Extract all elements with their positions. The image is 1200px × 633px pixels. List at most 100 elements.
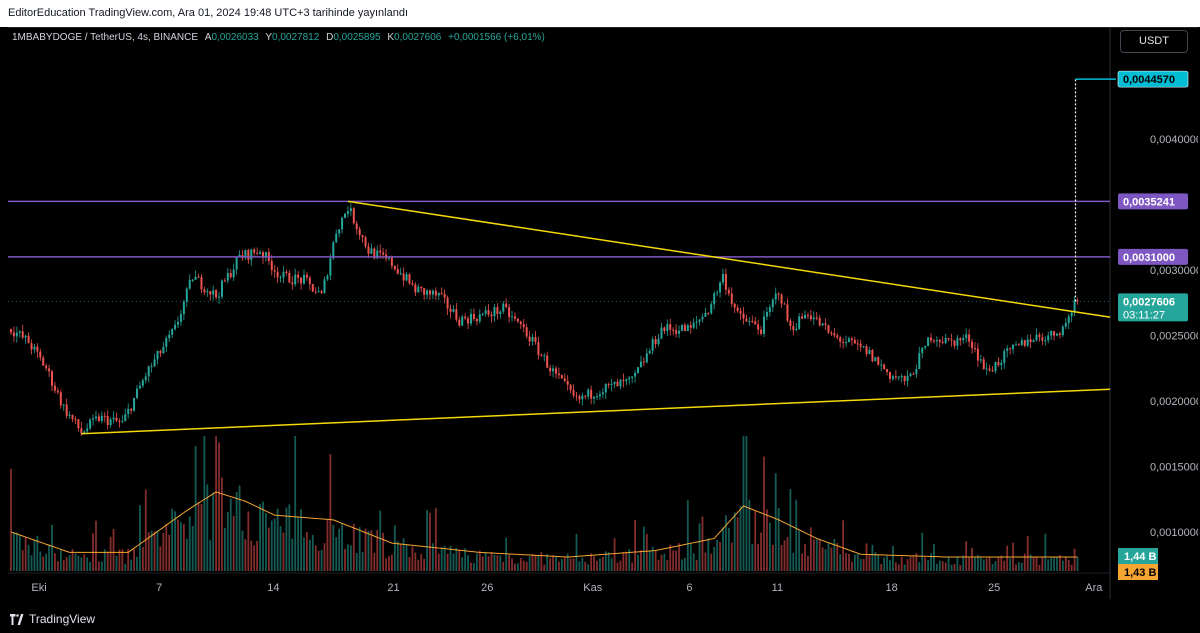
- volume-bar: [675, 550, 678, 571]
- candle-body: [909, 373, 912, 376]
- volume-bar: [399, 544, 402, 571]
- candle-body: [264, 252, 267, 258]
- candle-body: [804, 314, 807, 319]
- volume-bar: [335, 537, 338, 571]
- volume-bar: [921, 532, 924, 571]
- volume-bar: [440, 547, 443, 571]
- volume-bar: [262, 501, 264, 571]
- candle-body: [188, 279, 191, 289]
- candle-body: [261, 252, 264, 258]
- volume-bar: [631, 562, 634, 571]
- volume-bar: [716, 539, 719, 571]
- candle-body: [765, 312, 768, 317]
- volume-bar: [478, 550, 481, 571]
- volume-bar: [607, 552, 610, 571]
- volume-bar: [733, 512, 736, 571]
- candle-body: [478, 314, 481, 322]
- volume-bar: [777, 508, 780, 571]
- volume-bar: [965, 541, 968, 571]
- candle-body: [440, 292, 443, 294]
- volume-bar: [244, 539, 247, 571]
- candle-body: [710, 304, 713, 314]
- candle-body: [335, 233, 338, 243]
- candle-body: [326, 275, 329, 280]
- candle-body: [364, 237, 367, 247]
- x-tick-label: 14: [267, 582, 279, 594]
- volume-bar: [827, 543, 830, 571]
- candle-body: [850, 338, 853, 341]
- candle-body: [610, 383, 613, 385]
- candle-body: [883, 364, 886, 370]
- volume-bar: [499, 555, 502, 571]
- volume-bar: [212, 492, 215, 571]
- volume-bar: [783, 540, 786, 571]
- volume-bar: [739, 506, 742, 571]
- candle-body: [552, 368, 555, 372]
- tradingview-logo[interactable]: TradingView: [10, 612, 95, 626]
- candle-body: [21, 331, 24, 338]
- volume-bar: [182, 523, 185, 571]
- volume-bar: [191, 525, 194, 571]
- candle-body: [461, 316, 464, 326]
- volume-bar: [985, 558, 988, 571]
- brand-label: TradingView: [29, 612, 96, 626]
- candle-body: [847, 338, 850, 342]
- volume-bar: [552, 555, 554, 571]
- volume-bar: [886, 555, 888, 571]
- volume-bar: [930, 553, 932, 571]
- candle-body: [10, 328, 12, 333]
- candle-body: [976, 348, 979, 361]
- candle-body: [566, 380, 569, 385]
- candle-body: [484, 310, 487, 314]
- candle-body: [1026, 339, 1029, 346]
- candle-body: [496, 307, 499, 315]
- candle-body: [1056, 333, 1059, 336]
- volume-bar: [226, 511, 229, 571]
- candle-body: [563, 378, 566, 381]
- volume-bar: [1035, 556, 1038, 571]
- candle-body: [320, 291, 323, 293]
- price-label-level: 0,0035241: [1123, 196, 1175, 208]
- candle-body: [537, 342, 540, 356]
- candle-body: [48, 368, 51, 372]
- volume-bar: [909, 556, 912, 571]
- candle-body: [634, 372, 637, 377]
- candle-body: [36, 346, 39, 352]
- volume-bar: [455, 547, 458, 571]
- candle-body: [968, 334, 971, 342]
- candle-body: [780, 294, 783, 304]
- candle-body: [124, 414, 127, 422]
- volume-bar: [531, 554, 534, 571]
- chart-frame[interactable]: 0,0040000 0,0030000 0,0025000 0,0020000 0,00…: [8, 27, 1198, 599]
- volume-bar: [666, 560, 669, 571]
- volume-bar: [127, 548, 130, 571]
- candle-body: [707, 312, 710, 314]
- candle-body: [733, 303, 736, 308]
- volume-bar: [276, 508, 279, 571]
- volume-bar: [566, 553, 569, 571]
- price-label-level-bg: [1118, 248, 1188, 265]
- volume-bar: [751, 544, 754, 571]
- volume-bar: [329, 454, 332, 571]
- volume-bar: [637, 554, 639, 571]
- candle-body: [329, 258, 332, 276]
- candle-body: [282, 271, 285, 278]
- volume-bar: [1000, 555, 1003, 571]
- published-header: EditorEducation TradingView.com, Ara 01,…: [0, 0, 1200, 27]
- volume-bar: [845, 553, 847, 571]
- candle-body: [648, 350, 651, 354]
- candle-body: [724, 274, 727, 290]
- volume-bar: [326, 519, 329, 571]
- volume-bar: [429, 512, 431, 571]
- candle-body: [1053, 331, 1056, 336]
- volume-bar: [1044, 533, 1047, 571]
- price-chart[interactable]: 0,0040000 0,0030000 0,0025000 0,0020000 0,00…: [8, 28, 1198, 599]
- candle-body: [1032, 340, 1035, 343]
- volume-bar: [218, 442, 220, 571]
- candle-body: [97, 416, 100, 421]
- volume-bar: [575, 533, 578, 571]
- candle-body: [1041, 337, 1044, 341]
- volume-bar: [1053, 557, 1055, 571]
- currency-button[interactable]: USDT: [1120, 30, 1188, 53]
- volume-bar: [396, 541, 399, 571]
